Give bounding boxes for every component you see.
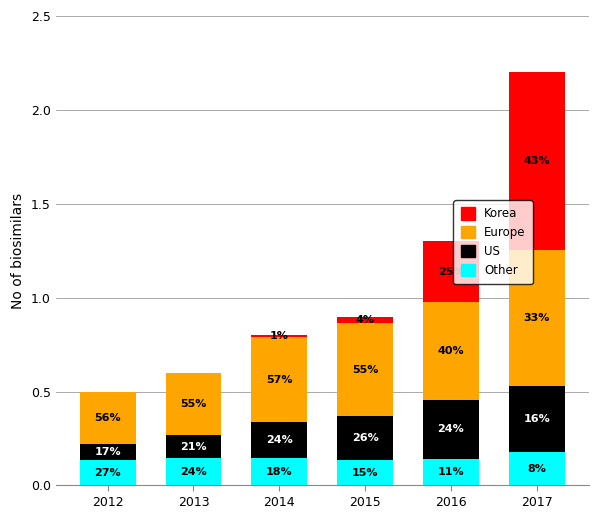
Text: 4%: 4% [356, 315, 374, 325]
Text: 1%: 1% [270, 331, 289, 341]
Bar [337, 323, 393, 416]
Text: 27%: 27% [94, 468, 121, 478]
Text: 33%: 33% [524, 313, 550, 323]
Bar [337, 460, 393, 486]
Bar [251, 337, 307, 422]
Bar [251, 459, 307, 486]
Bar [251, 335, 307, 337]
Bar [80, 392, 136, 444]
Bar [80, 444, 136, 460]
Y-axis label: No of biosimilars: No of biosimilars [11, 193, 25, 309]
Text: 24%: 24% [180, 467, 207, 477]
Text: 56%: 56% [94, 413, 121, 423]
Bar [423, 241, 479, 303]
Bar [423, 303, 479, 400]
Text: 15%: 15% [352, 468, 379, 478]
Bar [423, 459, 479, 486]
Text: 24%: 24% [266, 435, 293, 446]
Text: 57%: 57% [266, 374, 293, 385]
Bar [509, 72, 565, 250]
Text: 8%: 8% [527, 464, 546, 474]
Text: 24%: 24% [437, 424, 464, 434]
Bar [337, 416, 393, 460]
Bar [337, 317, 393, 323]
Text: 40%: 40% [437, 346, 464, 356]
Bar [509, 386, 565, 452]
Text: 16%: 16% [523, 414, 550, 424]
Text: 43%: 43% [523, 156, 550, 166]
Text: 26%: 26% [352, 433, 379, 443]
Bar [509, 452, 565, 486]
Text: 17%: 17% [94, 447, 121, 457]
Bar [80, 460, 136, 486]
Text: 55%: 55% [180, 399, 206, 409]
Bar [423, 400, 479, 459]
Bar [166, 435, 221, 459]
Text: 25%: 25% [437, 267, 464, 277]
Legend: Korea, Europe, US, Other: Korea, Europe, US, Other [454, 200, 533, 284]
Text: 21%: 21% [180, 441, 207, 451]
Text: 11%: 11% [437, 467, 464, 477]
Bar [509, 250, 565, 386]
Bar [166, 373, 221, 435]
Text: 55%: 55% [352, 365, 379, 375]
Bar [251, 422, 307, 459]
Bar [166, 459, 221, 486]
Text: 18%: 18% [266, 467, 293, 477]
